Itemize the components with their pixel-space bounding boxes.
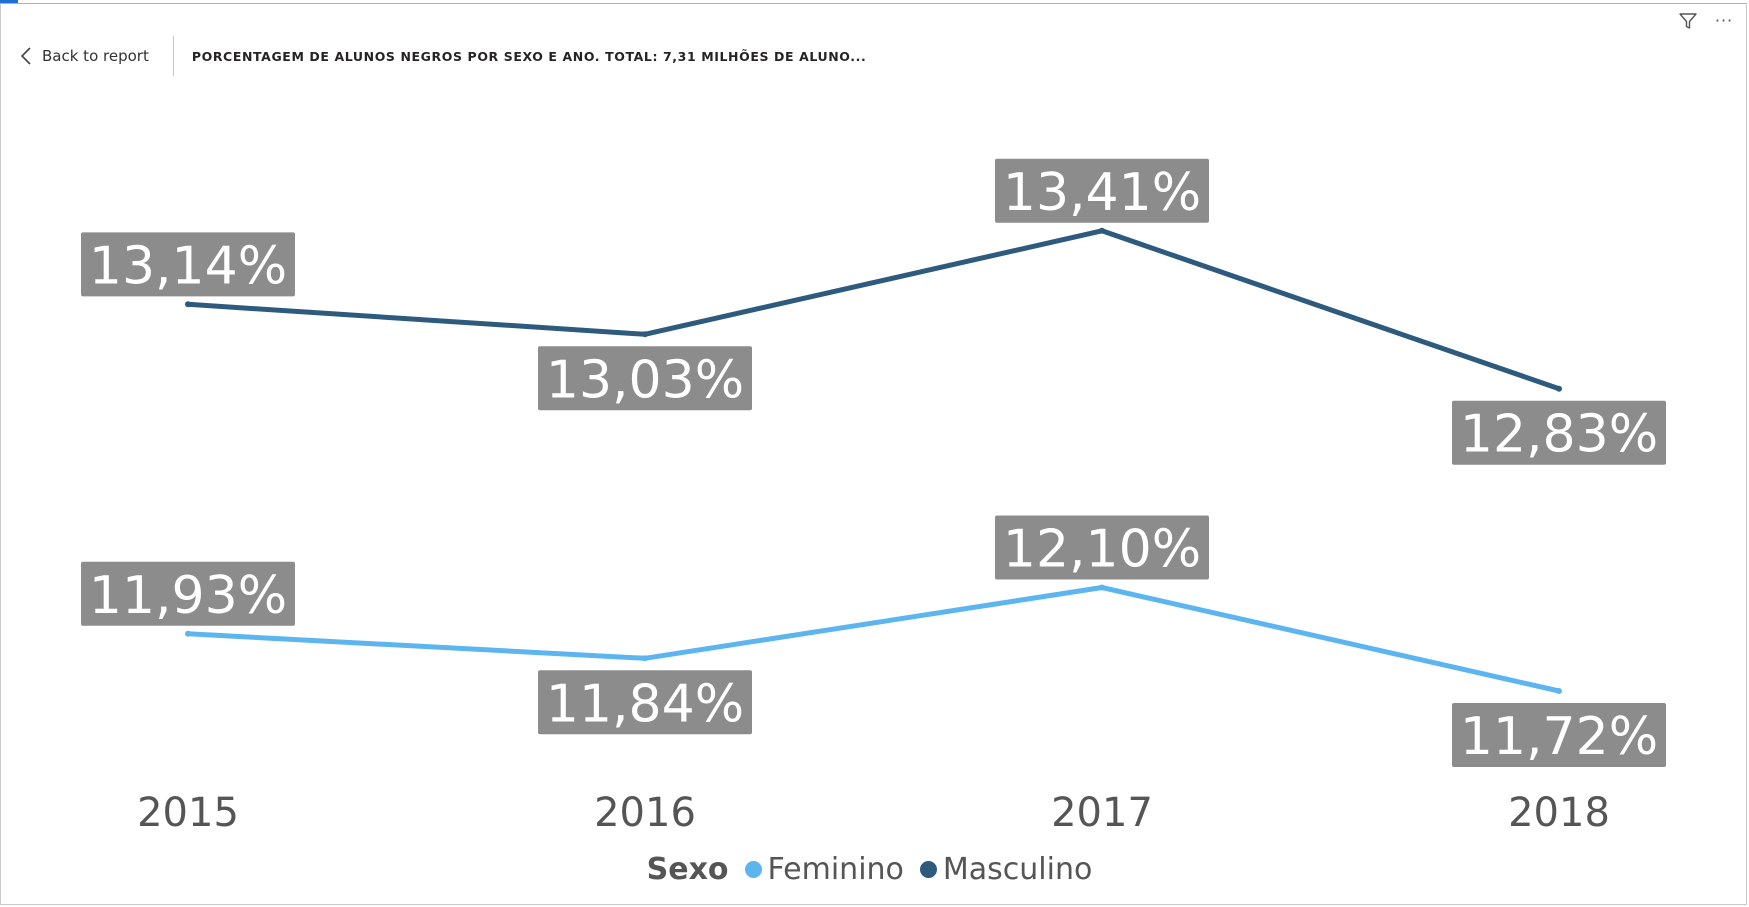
data-label-masculino-2015: 13,14% xyxy=(81,232,295,297)
legend-dot-masculino xyxy=(919,861,937,878)
data-label-text: 13,14% xyxy=(89,236,287,296)
filter-icon[interactable] xyxy=(1677,10,1699,32)
data-label-text: 11,93% xyxy=(89,566,287,626)
data-point-masculino-2018[interactable] xyxy=(1556,385,1562,392)
data-label-bg xyxy=(81,561,295,626)
data-label-text: 13,41% xyxy=(1003,163,1201,223)
data-label-bg xyxy=(995,515,1209,580)
data-label-text: 12,10% xyxy=(1003,520,1201,580)
data-label-text: 13,03% xyxy=(546,350,744,410)
visual-header: Back to report PORCENTAGEM DE ALUNOS NEG… xyxy=(20,36,866,76)
accent-corner xyxy=(0,0,18,4)
more-options-icon: ··· xyxy=(1714,11,1734,30)
data-label-bg xyxy=(995,158,1209,223)
back-to-report-label: Back to report xyxy=(42,47,149,65)
data-label-feminino-2017: 12,10% xyxy=(995,515,1209,580)
x-tick-label-2018: 2018 xyxy=(1508,790,1610,836)
data-label-feminino-2015: 11,93% xyxy=(81,561,295,626)
data-label-feminino-2016: 11,84% xyxy=(538,670,752,735)
data-point-feminino-2016[interactable] xyxy=(642,655,648,662)
data-point-feminino-2017[interactable] xyxy=(1099,584,1105,591)
data-label-bg xyxy=(1452,400,1666,465)
legend-item-masculino[interactable]: Masculino xyxy=(919,852,1093,887)
legend-title: Sexo xyxy=(646,852,729,887)
data-label-masculino-2018: 12,83% xyxy=(1452,400,1666,465)
data-label-masculino-2017: 13,41% xyxy=(995,158,1209,223)
visual-toolbar: ··· xyxy=(1677,10,1735,32)
x-tick-label-2016: 2016 xyxy=(594,790,696,836)
legend-label-masculino: Masculino xyxy=(942,852,1093,887)
more-options-button[interactable]: ··· xyxy=(1713,10,1735,32)
legend-label-feminino: Feminino xyxy=(767,852,904,887)
data-point-masculino-2017[interactable] xyxy=(1099,227,1105,234)
filter-icon-glyph xyxy=(1679,13,1697,29)
visual-frame xyxy=(0,3,1747,905)
legend-item-feminino[interactable]: Feminino xyxy=(744,852,904,887)
x-tick-label-2015: 2015 xyxy=(137,790,239,836)
legend: Sexo Feminino Masculino xyxy=(0,852,1749,887)
data-label-bg xyxy=(538,346,752,411)
data-point-masculino-2015[interactable] xyxy=(185,301,191,308)
header-divider xyxy=(172,36,174,76)
visual-title: PORCENTAGEM DE ALUNOS NEGROS POR SEXO E … xyxy=(191,48,867,64)
data-label-bg xyxy=(81,232,295,297)
data-label-bg xyxy=(538,670,752,735)
legend-dot-feminino xyxy=(744,861,762,878)
data-point-feminino-2018[interactable] xyxy=(1556,688,1562,694)
data-label-text: 11,72% xyxy=(1460,707,1658,767)
data-label-feminino-2018: 11,72% xyxy=(1452,702,1666,767)
back-to-report-button[interactable]: Back to report xyxy=(20,46,173,66)
series-line-masculino xyxy=(185,228,1562,392)
series-line-feminino xyxy=(185,585,1562,694)
data-label-text: 11,84% xyxy=(546,674,744,734)
chevron-left-icon xyxy=(20,47,31,65)
data-label-text: 12,83% xyxy=(1460,405,1658,465)
data-label-masculino-2016: 13,03% xyxy=(538,346,752,411)
data-point-masculino-2016[interactable] xyxy=(642,331,648,338)
data-label-bg xyxy=(1452,702,1666,767)
x-tick-label-2017: 2017 xyxy=(1051,790,1153,836)
data-point-feminino-2015[interactable] xyxy=(185,630,191,637)
